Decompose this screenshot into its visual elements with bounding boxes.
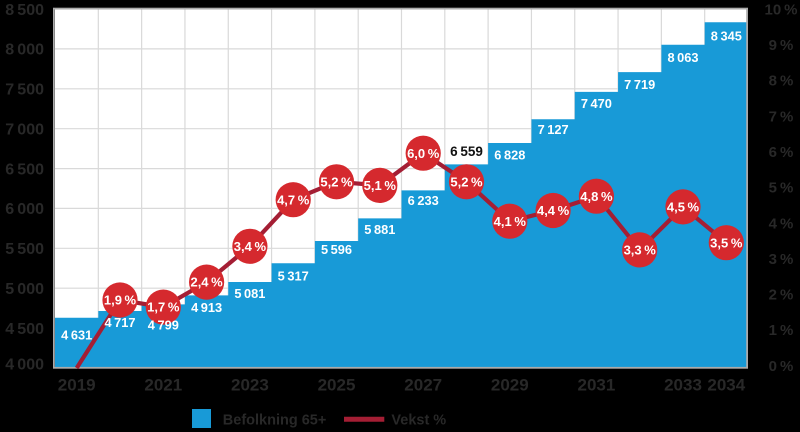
svg-text:6 233: 6 233	[408, 193, 439, 208]
svg-text:4,5 %: 4,5 %	[667, 200, 700, 215]
svg-text:8 000: 8 000	[5, 42, 44, 59]
svg-text:7 719: 7 719	[624, 77, 655, 92]
svg-text:4 631: 4 631	[61, 327, 92, 342]
svg-text:8 345: 8 345	[711, 29, 742, 44]
svg-text:1 %: 1 %	[769, 322, 794, 339]
svg-text:0 %: 0 %	[769, 358, 794, 375]
svg-text:2,4 %: 2,4 %	[190, 275, 223, 290]
svg-text:6 000: 6 000	[5, 201, 44, 218]
svg-text:5 081: 5 081	[234, 286, 265, 301]
svg-text:6 %: 6 %	[769, 144, 794, 161]
svg-text:4,7 %: 4,7 %	[277, 192, 310, 207]
svg-text:5 317: 5 317	[278, 269, 309, 284]
svg-text:5 881: 5 881	[364, 222, 395, 237]
svg-text:8 %: 8 %	[769, 73, 794, 90]
svg-text:6 500: 6 500	[5, 161, 44, 178]
svg-text:7 000: 7 000	[5, 122, 44, 139]
svg-text:5 000: 5 000	[5, 281, 44, 298]
svg-text:8 063: 8 063	[667, 50, 698, 65]
svg-text:2033: 2033	[664, 376, 702, 395]
svg-text:3 %: 3 %	[769, 251, 794, 268]
svg-text:4,1 %: 4,1 %	[494, 214, 527, 229]
svg-text:2023: 2023	[231, 376, 269, 395]
svg-text:7 470: 7 470	[581, 96, 612, 111]
svg-text:4,4 %: 4,4 %	[537, 203, 570, 218]
svg-text:4,8 %: 4,8 %	[580, 189, 613, 204]
svg-text:5,1 %: 5,1 %	[364, 178, 397, 193]
svg-text:2025: 2025	[318, 376, 356, 395]
svg-text:2019: 2019	[58, 376, 96, 395]
svg-text:4 913: 4 913	[191, 300, 222, 315]
svg-text:6 828: 6 828	[494, 147, 525, 162]
svg-text:5 596: 5 596	[321, 242, 352, 257]
svg-text:4 799: 4 799	[148, 318, 179, 333]
svg-text:5,2 %: 5,2 %	[450, 174, 483, 189]
svg-text:2027: 2027	[404, 376, 442, 395]
svg-text:10 %: 10 %	[764, 1, 797, 18]
svg-text:4 000: 4 000	[5, 356, 44, 373]
svg-text:6,0 %: 6,0 %	[407, 146, 440, 161]
svg-text:2 %: 2 %	[769, 287, 794, 304]
svg-text:3,3 %: 3,3 %	[624, 243, 657, 258]
svg-text:2029: 2029	[491, 376, 529, 395]
svg-text:1,7 %: 1,7 %	[147, 300, 180, 315]
svg-text:1,9 %: 1,9 %	[104, 293, 137, 308]
svg-text:4 717: 4 717	[104, 315, 135, 330]
svg-text:4 %: 4 %	[769, 215, 794, 232]
svg-text:3,4 %: 3,4 %	[234, 239, 267, 254]
svg-text:2034: 2034	[707, 376, 745, 395]
svg-text:Befolkning 65+: Befolkning 65+	[223, 412, 327, 428]
svg-text:7 %: 7 %	[769, 108, 794, 125]
svg-text:2021: 2021	[144, 376, 182, 395]
svg-text:5 500: 5 500	[5, 241, 44, 258]
svg-text:2031: 2031	[577, 376, 615, 395]
svg-text:5 %: 5 %	[769, 180, 794, 197]
svg-text:6 559: 6 559	[450, 144, 483, 159]
svg-text:8 500: 8 500	[5, 2, 44, 19]
svg-text:4 500: 4 500	[5, 321, 44, 338]
svg-text:3,5 %: 3,5 %	[710, 235, 743, 250]
svg-text:9 %: 9 %	[769, 37, 794, 54]
svg-text:7 500: 7 500	[5, 82, 44, 99]
svg-text:5,2 %: 5,2 %	[320, 174, 353, 189]
svg-text:7 127: 7 127	[538, 122, 569, 137]
svg-text:Vekst %: Vekst %	[391, 412, 446, 428]
